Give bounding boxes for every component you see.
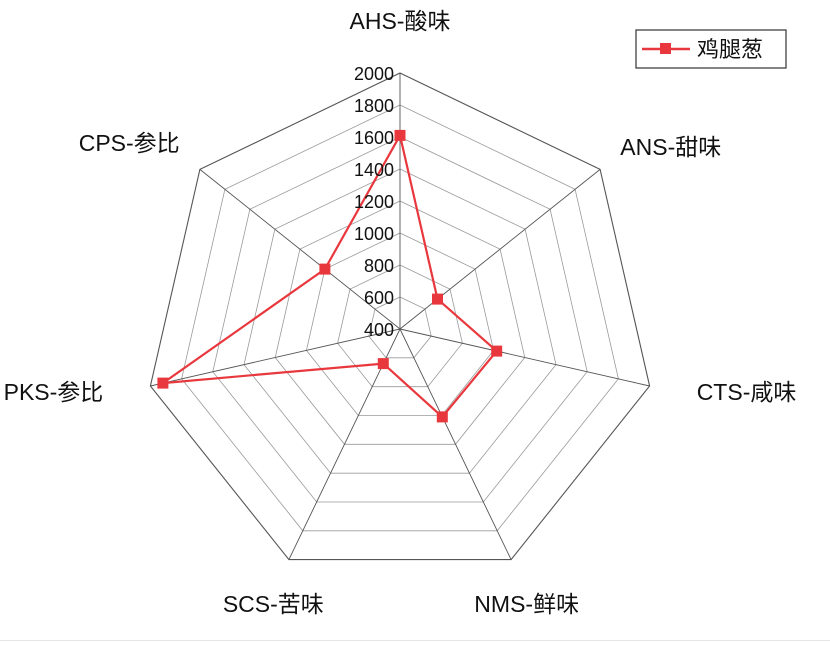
axis-label: ANS-甜味	[620, 134, 721, 160]
tick-label: 2000	[354, 64, 394, 84]
tick-label: 1200	[354, 192, 394, 212]
spoke-line	[399, 328, 650, 387]
spoke-line	[199, 169, 401, 330]
tick-label: 800	[364, 256, 394, 276]
data-point-marker	[157, 377, 169, 389]
grid-ring	[274, 200, 526, 445]
spoke-line	[150, 328, 401, 387]
grid-ring	[149, 72, 651, 561]
data-point-marker	[319, 263, 331, 275]
data-point-marker	[432, 293, 443, 305]
spoke-line	[399, 169, 601, 330]
grid-ring	[337, 264, 463, 388]
tick-label: 400	[364, 320, 394, 340]
data-point-marker	[436, 411, 448, 423]
axis-label: CTS-咸味	[697, 379, 797, 405]
grid-ring	[368, 296, 432, 359]
series-line	[161, 134, 498, 418]
data-point-marker	[377, 358, 389, 370]
tick-label-layer: 400 600 800 1000 1200 1400 1600 1800 2000	[354, 64, 394, 340]
grid-ring	[305, 232, 495, 416]
tick-label: 1600	[354, 128, 394, 148]
data-point-marker	[491, 345, 503, 357]
grid-layer	[149, 72, 651, 561]
series-layer	[157, 129, 503, 423]
legend: 鸡腿葱	[635, 29, 787, 69]
axis-label: CPS-参比	[79, 130, 180, 156]
grid-ring	[181, 104, 619, 532]
grid-ring	[243, 168, 557, 474]
axis-label-layer: AHS-酸味 ANS-甜味 CTS-咸味 NMS-鲜味 SCS-苦味 PKS-参比 CPS-…	[4, 8, 797, 617]
grid-ring	[212, 136, 588, 503]
data-point-marker	[394, 129, 406, 141]
axis-label: NMS-鲜味	[474, 591, 579, 617]
bottom-divider	[0, 640, 830, 641]
legend-marker-swatch	[660, 43, 671, 54]
tick-label: 1000	[354, 224, 394, 244]
axis-label: SCS-苦味	[223, 591, 324, 617]
spoke-line	[399, 328, 512, 560]
axis-label: AHS-酸味	[350, 8, 451, 34]
legend-entry-label: 鸡腿葱	[697, 37, 763, 62]
tick-label: 600	[364, 288, 394, 308]
tick-label: 1400	[354, 160, 394, 180]
tick-label: 1800	[354, 96, 394, 116]
axis-label: PKS-参比	[4, 379, 104, 405]
